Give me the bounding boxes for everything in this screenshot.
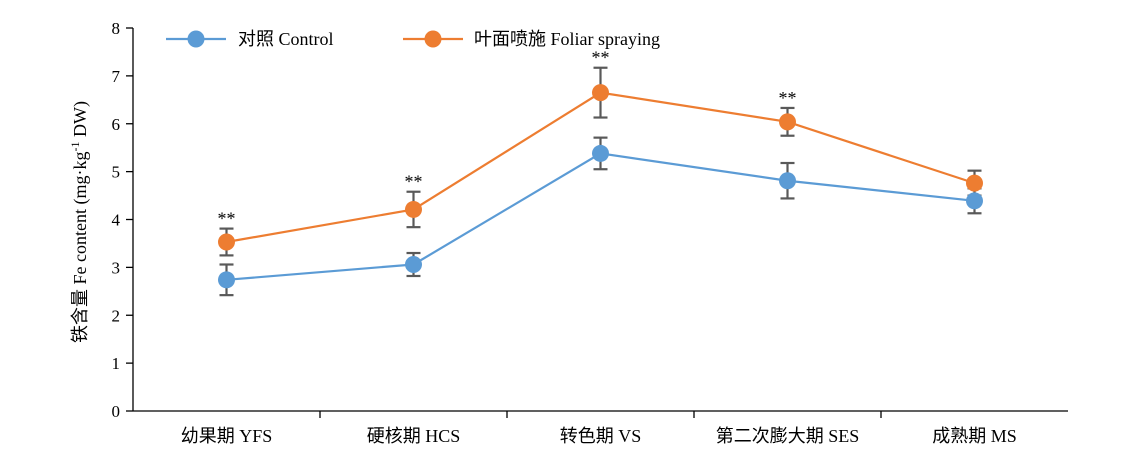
legend-item: 对照 Control	[166, 29, 334, 49]
legend-item: 叶面喷施 Foliar spraying	[403, 29, 660, 49]
legend-label: 对照 Control	[238, 29, 334, 49]
x-category-label: 幼果期 YFS	[181, 426, 273, 446]
legend: 对照 Control 叶面喷施 Foliar spraying	[166, 29, 660, 49]
y-tick-label: 2	[112, 306, 121, 325]
y-tick-label: 8	[112, 19, 121, 38]
axes: 0 1 2 3 4 5 6 7 8 幼果期 YFS 硬核期 HCS 转色期 VS 第二次膨大期 SES 成…	[68, 19, 1068, 446]
error-bars	[219, 66, 982, 297]
series-lines	[226, 91, 975, 281]
series-points	[218, 84, 983, 289]
y-tick-label: 7	[112, 67, 121, 86]
series-line	[226, 152, 975, 281]
data-point	[966, 192, 983, 210]
data-point	[218, 271, 235, 289]
y-tick-label: 0	[112, 402, 121, 421]
x-category-label: 第二次膨大期 SES	[716, 426, 860, 446]
data-point	[966, 174, 983, 192]
x-category-label: 硬核期 HCS	[367, 426, 461, 446]
data-point	[779, 113, 796, 131]
y-tick-label: 5	[112, 163, 121, 182]
data-point	[405, 200, 422, 218]
data-point	[405, 256, 422, 274]
significance-label: **	[218, 209, 236, 229]
y-axis-label: 铁含量 Fe content (mg·kg-1 DW)	[68, 101, 91, 343]
x-category-label: 成熟期 MS	[932, 426, 1017, 446]
data-point	[592, 84, 609, 102]
data-point	[592, 144, 609, 162]
significance-label: **	[592, 48, 610, 68]
legend-label: 叶面喷施 Foliar spraying	[474, 29, 660, 49]
data-point	[779, 172, 796, 190]
x-category-label: 转色期 VS	[560, 426, 642, 446]
y-tick-label: 6	[112, 115, 121, 134]
y-tick-label: 4	[112, 211, 121, 230]
data-point	[218, 233, 235, 251]
significance-label: **	[779, 88, 797, 108]
significance-label: **	[405, 172, 423, 192]
y-tick-label: 1	[112, 354, 121, 373]
y-tick-label: 3	[112, 258, 121, 277]
significance-labels: ** ** ** **	[218, 48, 797, 229]
